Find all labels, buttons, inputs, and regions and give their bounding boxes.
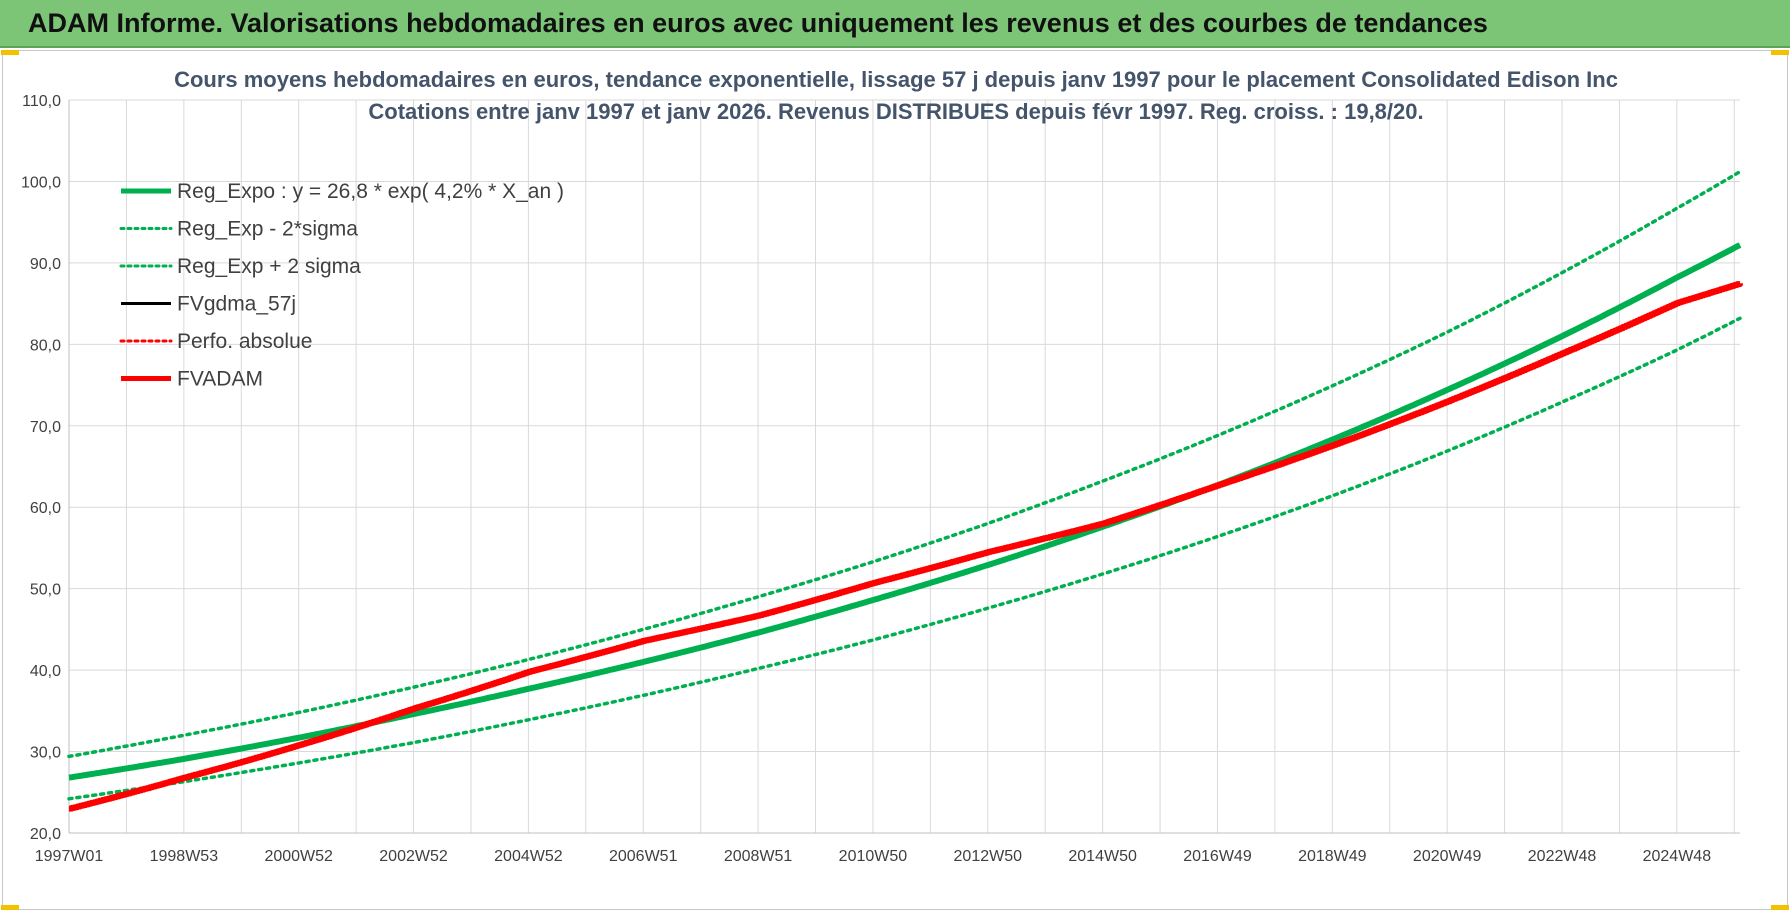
series-line-1 [67, 316, 1742, 801]
y-tick-label: 100,0 [21, 174, 61, 191]
line-chart: 20,0 30,0 40,0 50,0 60,0 70,0 80,0 90,0 100,0 110… [21, 67, 1743, 865]
axes: 20,0 30,0 40,0 50,0 60,0 70,0 80,0 90,0 100,0 110… [21, 93, 1740, 865]
x-tick-label: 2014W50 [1068, 848, 1137, 865]
y-tick-label: 110,0 [22, 93, 61, 110]
header-bar: ADAM Informe. Valorisations hebdomadaire… [0, 0, 1790, 48]
legend-label-4: Perfo. absolue [177, 330, 312, 353]
chart-title-line1: Cours moyens hebdomadaires en euros, ten… [174, 67, 1618, 92]
y-tick-label: 20,0 [30, 826, 61, 843]
x-tick-label: 2012W50 [954, 848, 1023, 865]
x-tick-label: 2022W48 [1528, 848, 1597, 865]
grid [68, 99, 1740, 834]
chart-frame: 20,0 30,0 40,0 50,0 60,0 70,0 80,0 90,0 100,0 110… [1, 50, 1789, 910]
y-tick-label: 40,0 [30, 663, 61, 680]
x-tick-label: 2000W52 [264, 848, 333, 865]
y-tick-label: 30,0 [30, 745, 61, 762]
y-tick-label: 80,0 [30, 337, 61, 354]
x-tick-label: 2010W50 [839, 848, 908, 865]
y-tick-label: 90,0 [30, 256, 61, 273]
frame-corner-bottom-right [1771, 905, 1789, 910]
legend: Reg_Expo : y = 26,8 * exp( 4,2% * X_an )… [119, 180, 564, 391]
x-tick-label: 2006W51 [609, 848, 678, 865]
chart-title-line2: Cotations entre janv 1997 et janv 2026. … [368, 99, 1423, 124]
x-tick-label: 1998W53 [150, 848, 219, 865]
y-tick-label: 70,0 [30, 419, 61, 436]
legend-label-3: FVgdma_57j [177, 293, 296, 316]
x-tick-label: 2002W52 [379, 848, 448, 865]
x-tick-label: 2018W49 [1298, 848, 1367, 865]
page-title: ADAM Informe. Valorisations hebdomadaire… [28, 8, 1488, 38]
frame-corner-top-right [1771, 50, 1789, 55]
legend-label-5: FVADAM [177, 368, 263, 391]
y-tick-label: 60,0 [30, 500, 61, 517]
legend-label-1: Reg_Exp - 2*sigma [177, 218, 358, 241]
series-line-0 [68, 242, 1742, 781]
x-tick-label: 2024W48 [1643, 848, 1712, 865]
y-tick-label: 50,0 [30, 582, 61, 599]
frame-corner-top-left [1, 50, 19, 55]
x-tick-label: 2016W49 [1183, 848, 1252, 865]
series-lines [67, 169, 1743, 812]
legend-label-0: Reg_Expo : y = 26,8 * exp( 4,2% * X_an ) [177, 180, 564, 203]
legend-label-2: Reg_Exp + 2 sigma [177, 255, 361, 278]
x-tick-label: 2004W52 [494, 848, 563, 865]
x-tick-label: 1997W01 [35, 848, 104, 865]
series-line-5 [68, 281, 1743, 812]
frame-corner-bottom-left [1, 905, 19, 910]
series-line-2 [67, 169, 1742, 759]
x-tick-label: 2008W51 [724, 848, 793, 865]
x-tick-label: 2020W49 [1413, 848, 1482, 865]
